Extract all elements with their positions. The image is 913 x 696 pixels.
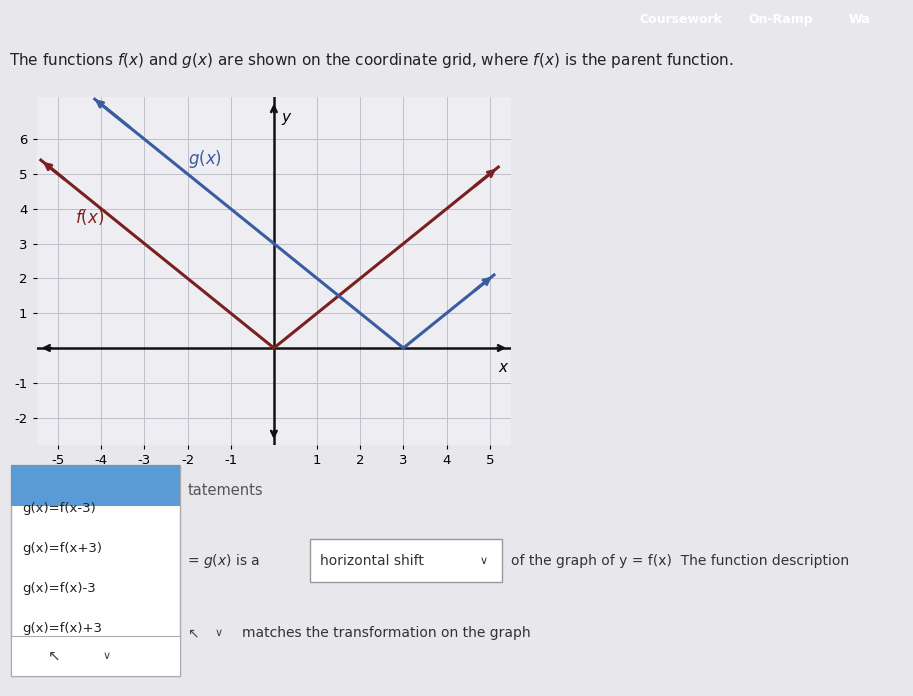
Text: Wa: Wa xyxy=(849,13,871,26)
Text: = $g(x)$ is a: = $g(x)$ is a xyxy=(187,552,260,570)
Text: Coursework: Coursework xyxy=(639,13,722,26)
Text: g(x)=f(x)-3: g(x)=f(x)-3 xyxy=(22,582,96,595)
Text: $f(x)$: $f(x)$ xyxy=(76,207,105,227)
Text: ∨: ∨ xyxy=(215,628,223,638)
Text: horizontal shift: horizontal shift xyxy=(320,554,424,568)
Text: tatements: tatements xyxy=(187,483,263,498)
Text: ↖: ↖ xyxy=(47,649,60,663)
FancyBboxPatch shape xyxy=(11,466,180,505)
Text: g(x)=f(x+3): g(x)=f(x+3) xyxy=(22,541,102,555)
Text: g(x)=f(x)+3: g(x)=f(x)+3 xyxy=(22,622,102,635)
Text: ↖: ↖ xyxy=(187,626,199,640)
Text: On-Ramp: On-Ramp xyxy=(749,13,813,26)
Text: matches the transformation on the graph: matches the transformation on the graph xyxy=(242,626,530,640)
Text: ∨: ∨ xyxy=(102,651,110,661)
Text: g(x)=f(x-3): g(x)=f(x-3) xyxy=(22,502,96,514)
Text: of the graph of y = f(x)  The function description: of the graph of y = f(x) The function de… xyxy=(511,554,849,568)
FancyBboxPatch shape xyxy=(310,539,502,582)
Text: $g(x)$: $g(x)$ xyxy=(187,148,222,170)
Text: The functions $f(x)$ and $g(x)$ are shown on the coordinate grid, where $f(x)$ i: The functions $f(x)$ and $g(x)$ are show… xyxy=(9,52,734,70)
Text: x: x xyxy=(498,361,507,375)
Text: ∨: ∨ xyxy=(479,555,488,566)
FancyBboxPatch shape xyxy=(11,466,180,676)
FancyBboxPatch shape xyxy=(11,636,180,676)
Text: y: y xyxy=(282,109,290,125)
